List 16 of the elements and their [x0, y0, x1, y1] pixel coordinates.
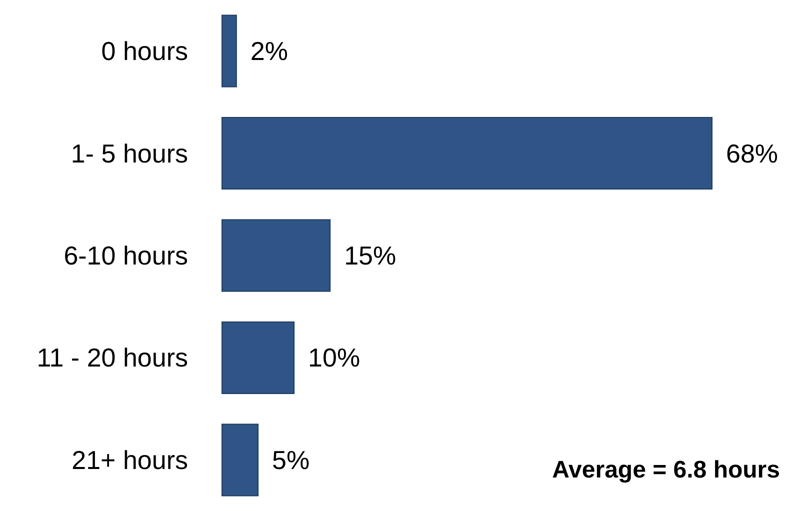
data-label: 10% [308, 342, 360, 373]
y-tick-label: 6-10 hours [64, 240, 188, 270]
bar [222, 116, 712, 190]
y-tick-label: 0 hours [101, 36, 188, 66]
y-tick-label: 21+ hours [72, 444, 188, 475]
data-label: 15% [344, 240, 396, 270]
bar [222, 14, 237, 88]
data-label: 5% [272, 444, 310, 475]
bar [222, 321, 295, 394]
bar [222, 424, 259, 496]
bar [222, 219, 331, 292]
data-label: 2% [250, 36, 288, 66]
data-label: 68% [726, 138, 778, 168]
annotation: Average = 6.8 hours [552, 456, 780, 484]
y-tick-label: 1- 5 hours [70, 138, 188, 168]
y-tick-label: 11 - 20 hours [36, 342, 188, 373]
